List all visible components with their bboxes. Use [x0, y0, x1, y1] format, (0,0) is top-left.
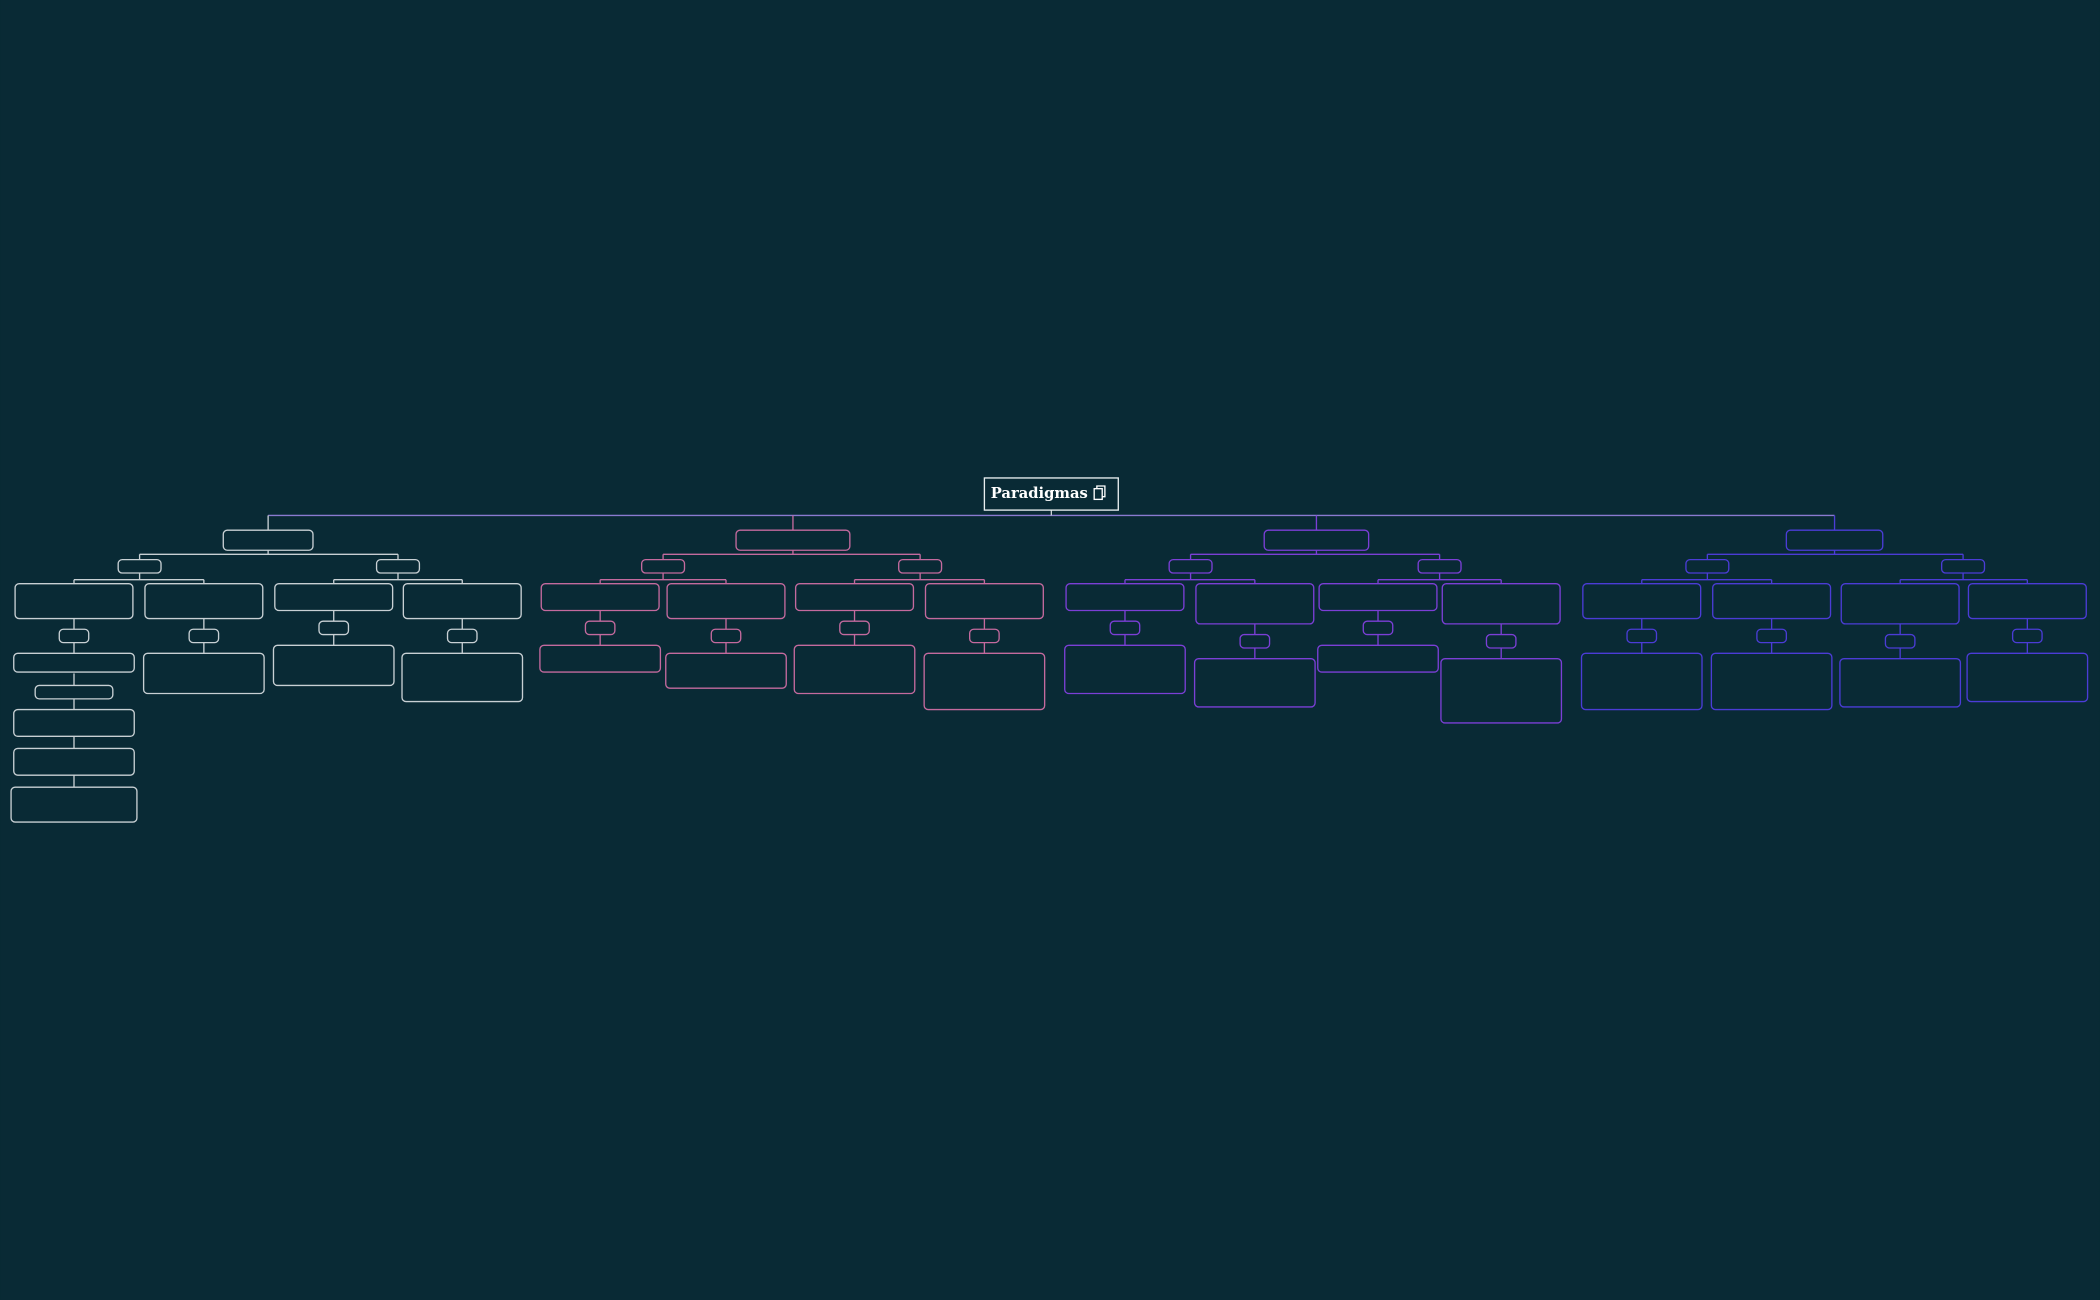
node-box	[1193, 658, 1316, 708]
node-box	[793, 644, 916, 695]
node-box	[10, 786, 138, 823]
node-box	[710, 628, 742, 644]
node-box	[1168, 558, 1213, 574]
node-box	[13, 747, 135, 776]
node-box	[924, 583, 1044, 620]
node-box	[839, 620, 870, 636]
node-box	[1884, 633, 1916, 649]
node-box	[1064, 644, 1186, 695]
node-box	[1626, 628, 1658, 644]
node-box	[666, 583, 786, 620]
node-box	[1839, 658, 1962, 708]
node-box	[58, 628, 90, 644]
node-box	[402, 583, 522, 620]
node-box	[117, 558, 162, 574]
root-node[interactable]: Paradigmas	[983, 477, 1119, 511]
node-box	[144, 583, 264, 620]
node-box	[401, 652, 524, 703]
node-box	[1840, 583, 1960, 625]
node-box	[969, 628, 1000, 644]
node-box	[539, 644, 662, 673]
node-box	[1239, 633, 1271, 649]
node-box	[222, 529, 314, 551]
node-box	[1785, 529, 1884, 551]
node-box	[1441, 583, 1561, 625]
node-box	[1195, 583, 1315, 625]
node-box	[318, 620, 350, 636]
nodes	[10, 529, 2089, 823]
root-label: Paradigmas	[991, 485, 1088, 502]
node-box	[188, 628, 220, 644]
node-box	[1712, 583, 1832, 620]
icon-part	[1093, 488, 1103, 501]
root-box[interactable]	[983, 477, 1119, 511]
node-box	[898, 558, 943, 574]
node-box	[13, 708, 135, 738]
node-box	[1485, 633, 1517, 649]
links	[73, 510, 2029, 788]
node-box	[1967, 583, 2087, 620]
node-box	[375, 558, 421, 574]
node-box	[794, 583, 915, 612]
node-box	[1966, 652, 2089, 703]
node-box	[1580, 652, 1703, 711]
node-box	[1109, 620, 1141, 636]
node-box	[1065, 583, 1185, 612]
node-box	[584, 620, 616, 636]
node-box	[640, 558, 686, 574]
node-box	[1756, 628, 1788, 644]
node-box	[1940, 558, 1986, 574]
node-box	[1417, 558, 1462, 574]
node-box	[1710, 652, 1833, 711]
copy-icon[interactable]	[1093, 485, 1106, 501]
node-box	[142, 652, 265, 695]
node-box	[1685, 558, 1730, 574]
node-box	[1440, 658, 1563, 724]
node-box	[1582, 583, 1702, 620]
node-box	[14, 583, 134, 620]
node-box	[735, 529, 851, 551]
node-box	[1317, 644, 1439, 673]
node-box	[34, 684, 114, 700]
node-box	[665, 652, 787, 689]
icon-part	[1096, 485, 1106, 498]
node-box	[446, 628, 478, 644]
node-box	[1362, 620, 1394, 636]
node-box	[923, 652, 1046, 711]
node-box	[540, 583, 660, 612]
node-box	[1263, 529, 1370, 551]
node-box	[274, 583, 394, 612]
node-box	[272, 644, 395, 687]
node-box	[1318, 583, 1438, 612]
node-box	[2011, 628, 2043, 644]
node-box	[13, 652, 135, 673]
